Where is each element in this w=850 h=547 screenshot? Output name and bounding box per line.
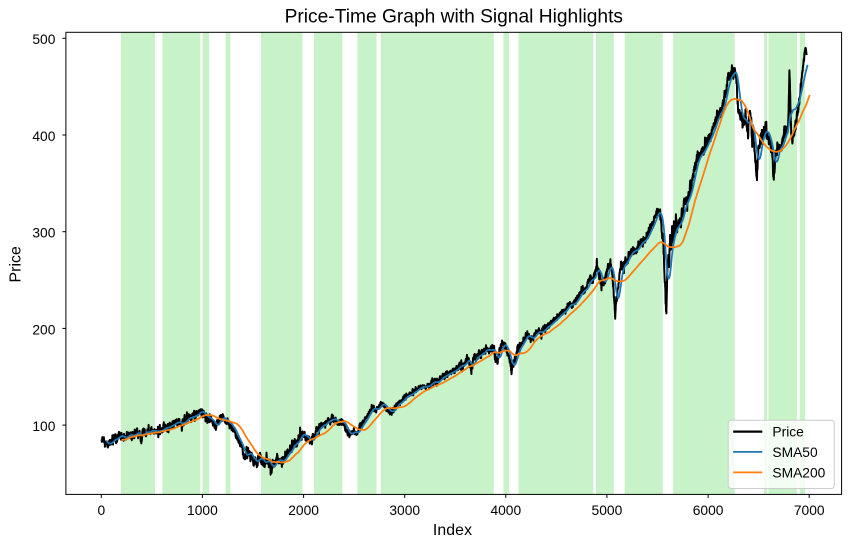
svg-text:5000: 5000 [592,503,623,518]
svg-text:500: 500 [32,32,55,47]
svg-text:7000: 7000 [794,503,825,518]
svg-text:Price: Price [8,246,25,283]
svg-text:SMA50: SMA50 [772,445,818,460]
svg-text:6000: 6000 [693,503,724,518]
svg-text:4000: 4000 [490,503,521,518]
svg-text:SMA200: SMA200 [772,465,825,480]
svg-text:200: 200 [32,322,55,337]
svg-text:2000: 2000 [288,503,319,518]
svg-text:Price-Time Graph with Signal H: Price-Time Graph with Signal Highlights [285,7,623,28]
svg-text:3000: 3000 [389,503,420,518]
svg-text:Index: Index [433,522,472,539]
svg-text:Price: Price [772,425,804,440]
svg-text:0: 0 [97,503,105,518]
svg-text:100: 100 [32,419,55,434]
svg-text:300: 300 [32,226,55,241]
svg-text:400: 400 [32,129,55,144]
svg-text:1000: 1000 [187,503,218,518]
